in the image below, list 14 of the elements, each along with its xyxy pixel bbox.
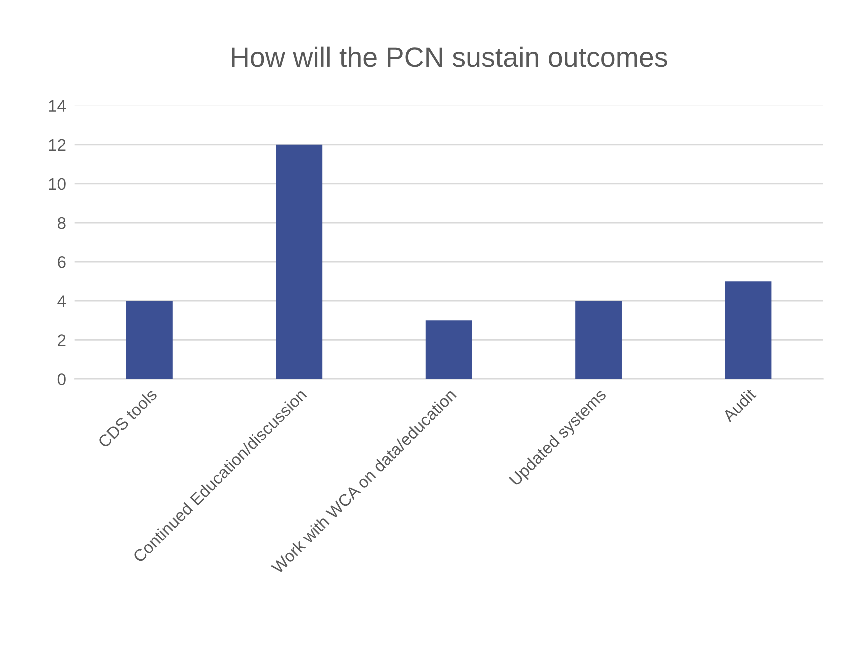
y-tick-label: 4 [58, 296, 66, 308]
bar [126, 301, 173, 380]
y-tick-label: 6 [58, 256, 66, 268]
y-tick-label: 14 [49, 100, 66, 112]
chart-title: How will the PCN sustain outcomes [232, 46, 668, 68]
y-tick-label: 2 [58, 334, 66, 346]
y-tick-label: 12 [49, 139, 66, 151]
bar [725, 282, 772, 380]
y-tick-label: 10 [49, 178, 66, 190]
bar [576, 301, 622, 380]
bar [426, 320, 472, 380]
y-tick-label: 8 [58, 217, 66, 230]
bar [276, 144, 323, 380]
y-tick-label: 0 [58, 374, 66, 386]
